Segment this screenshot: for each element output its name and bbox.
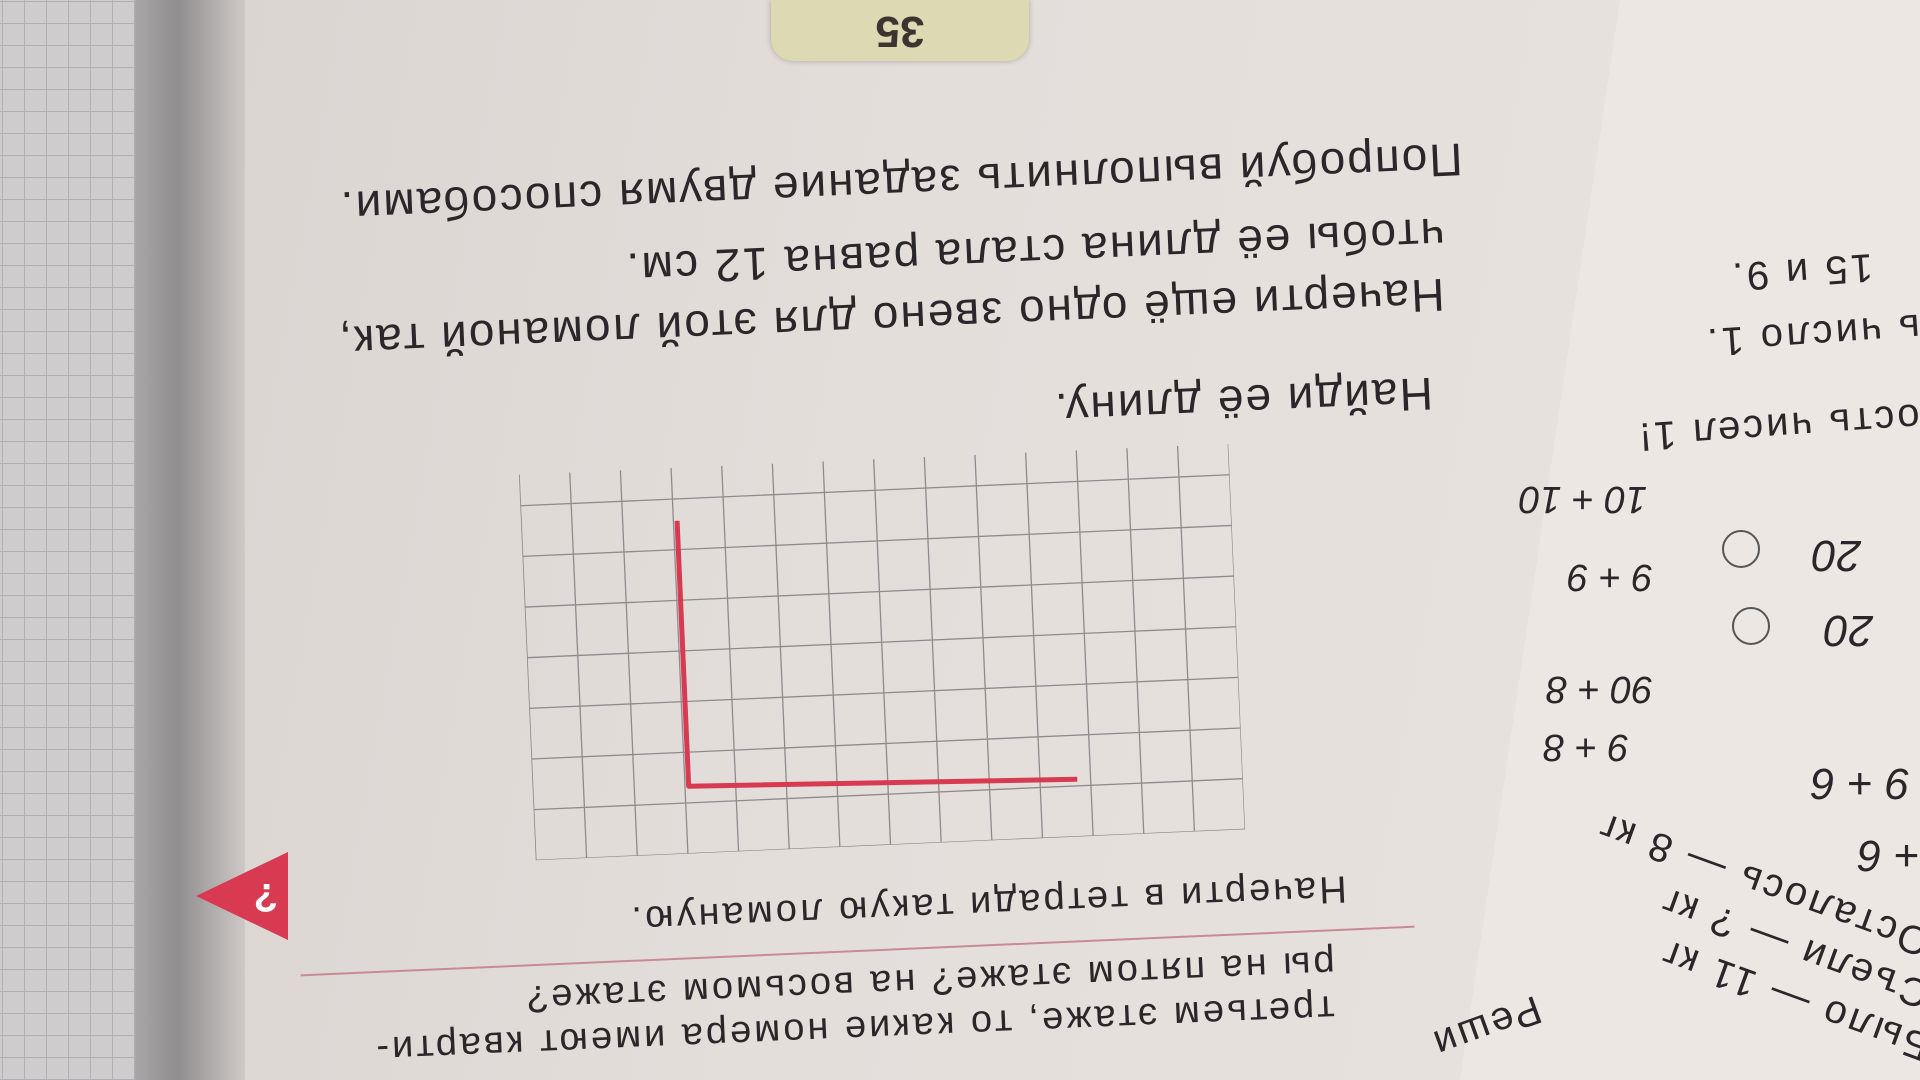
grid-line bbox=[1176, 445, 1196, 832]
expression: 9 + 6 bbox=[1810, 759, 1910, 808]
grid-line bbox=[721, 465, 740, 852]
grid-line bbox=[526, 626, 1237, 659]
grid-line bbox=[1227, 443, 1246, 830]
compare-right: 10 + 10 bbox=[1519, 478, 1647, 520]
compare-left: 20 bbox=[1812, 531, 1861, 580]
polyline bbox=[674, 520, 1078, 789]
grid-line bbox=[569, 472, 588, 859]
grid-figure bbox=[518, 443, 1246, 861]
grid-line bbox=[974, 454, 993, 841]
grid-line bbox=[1126, 448, 1145, 834]
grid-line bbox=[619, 470, 638, 856]
task-instruction: Начерти в тетради такую ломаную. bbox=[627, 867, 1348, 941]
grid-line bbox=[531, 727, 1241, 760]
grid-line bbox=[524, 575, 1235, 608]
compare-circle[interactable] bbox=[1732, 607, 1770, 645]
grid-line bbox=[1024, 452, 1044, 839]
grid-notebook bbox=[0, 0, 135, 1080]
compare-left: 20 bbox=[1824, 606, 1873, 655]
grid-line bbox=[822, 461, 841, 848]
expression: 9 + 8 bbox=[1543, 726, 1629, 768]
grid-line bbox=[533, 778, 1243, 811]
grid-line bbox=[923, 456, 942, 843]
compare-right: 9 + 9 bbox=[1567, 556, 1653, 598]
page-number: 35 bbox=[771, 0, 1029, 61]
task-instruction: Найди её длину. bbox=[1052, 367, 1434, 437]
expression: 90 + 8 bbox=[1546, 668, 1653, 710]
grid-line bbox=[522, 524, 1232, 558]
grid-line bbox=[670, 467, 689, 854]
grid-line bbox=[520, 474, 1230, 507]
expression: + 6 bbox=[1857, 831, 1920, 880]
grid-line bbox=[529, 676, 1239, 709]
grid-line bbox=[1075, 450, 1094, 836]
compare-circle[interactable] bbox=[1722, 530, 1760, 568]
grid-line bbox=[771, 463, 790, 850]
question-mark: ? bbox=[253, 875, 278, 919]
grid-line bbox=[535, 828, 1246, 861]
grid-line bbox=[873, 459, 892, 845]
grid-line bbox=[518, 474, 537, 861]
